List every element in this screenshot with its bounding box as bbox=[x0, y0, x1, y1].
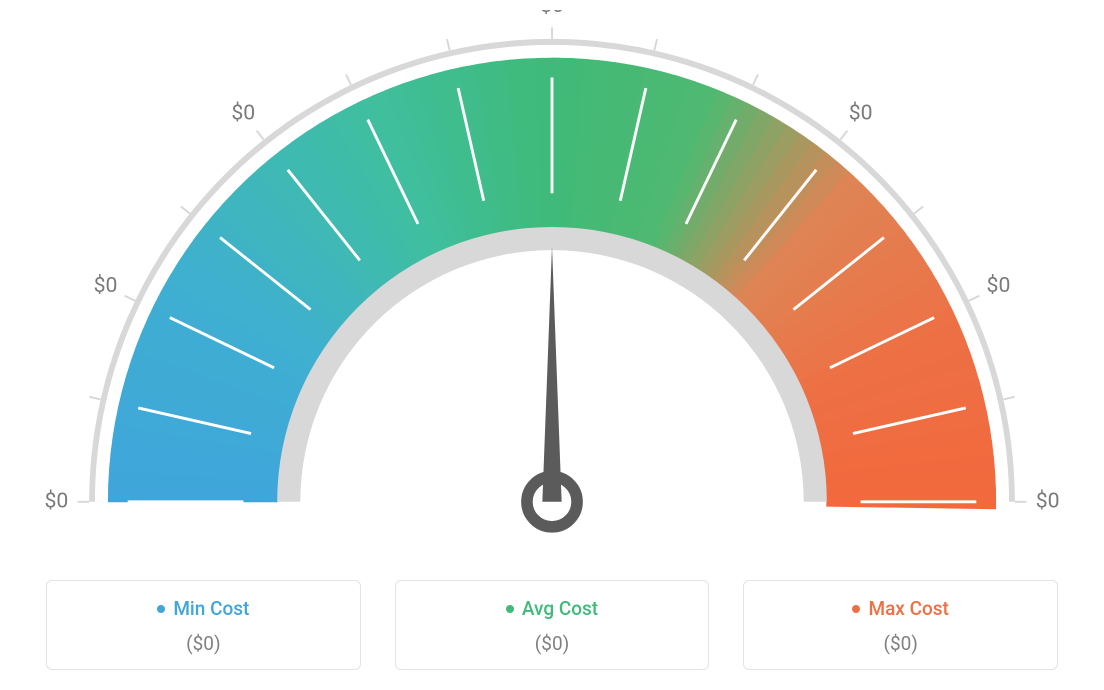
bullet-icon bbox=[852, 605, 860, 613]
card-title: Max Cost bbox=[868, 597, 948, 620]
svg-text:$0: $0 bbox=[94, 273, 118, 298]
svg-text:$0: $0 bbox=[987, 273, 1011, 298]
card-value: ($0) bbox=[396, 632, 709, 655]
card-title: Avg Cost bbox=[522, 597, 598, 620]
max-cost-card: Max Cost ($0) bbox=[743, 580, 1058, 670]
card-title: Min Cost bbox=[173, 597, 249, 620]
min-cost-card: Min Cost ($0) bbox=[46, 580, 361, 670]
gauge-svg: $0 $0 $0 $0 $0 $0 $0 bbox=[42, 10, 1062, 550]
bullet-icon bbox=[157, 605, 165, 613]
card-header: Max Cost bbox=[744, 597, 1057, 620]
svg-text:$0: $0 bbox=[44, 488, 68, 513]
card-header: Avg Cost bbox=[396, 597, 709, 620]
svg-text:$0: $0 bbox=[540, 10, 564, 18]
legend-cards-row: Min Cost ($0) Avg Cost ($0) Max Cost ($0… bbox=[46, 580, 1058, 670]
card-header: Min Cost bbox=[47, 597, 360, 620]
svg-text:$0: $0 bbox=[849, 101, 873, 126]
card-value: ($0) bbox=[744, 632, 1057, 655]
bullet-icon bbox=[506, 605, 514, 613]
gauge-chart: $0 $0 $0 $0 $0 $0 $0 bbox=[42, 10, 1062, 550]
svg-text:$0: $0 bbox=[1036, 488, 1060, 513]
avg-cost-card: Avg Cost ($0) bbox=[395, 580, 710, 670]
svg-text:$0: $0 bbox=[231, 101, 255, 126]
card-value: ($0) bbox=[47, 632, 360, 655]
